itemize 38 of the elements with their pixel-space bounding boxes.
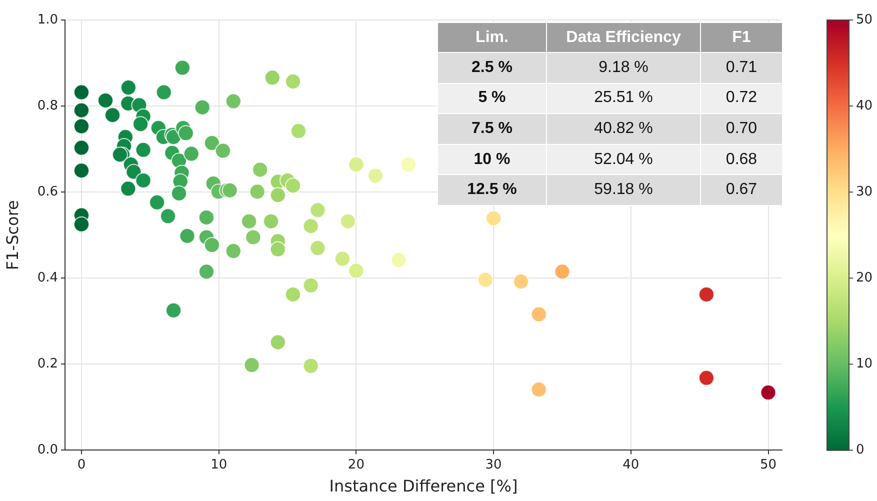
color-bar-label: 10 xyxy=(856,356,873,372)
x-tick-label: 20 xyxy=(348,457,364,472)
annotation: 10 % xyxy=(438,144,546,175)
annotation: 5 % xyxy=(438,83,546,114)
color-bar-label: 50 xyxy=(856,12,873,28)
color-bar-label: 30 xyxy=(856,184,873,200)
y-tick-label: 1.0 xyxy=(37,12,58,28)
annotation: 0.68 xyxy=(700,144,782,175)
y-tick-label: 0.6 xyxy=(37,184,58,200)
annotation: 0.71 xyxy=(700,52,782,84)
color-bar-label: 0 xyxy=(856,442,864,458)
x-tick-label: 10 xyxy=(210,457,228,472)
x-tick-label: 40 xyxy=(622,457,640,472)
annotation: 7.5 % xyxy=(438,114,546,144)
x-tick-label: 50 xyxy=(760,457,777,472)
annotation: 0.67 xyxy=(700,174,782,206)
y-tick-label: 0.8 xyxy=(37,98,58,114)
color-bar-label: 40 xyxy=(856,98,873,114)
annotation: 9.18 % xyxy=(546,52,700,84)
x-tick-label: 0 xyxy=(77,457,86,472)
annotation: 12.5 % xyxy=(438,174,546,206)
x-tick-label: 30 xyxy=(485,457,502,472)
annotation: 0.72 xyxy=(700,83,782,114)
annotation: 52.04 % xyxy=(546,144,700,175)
y-tick-label: 0.4 xyxy=(37,270,58,286)
x-axis-title: Instance Difference [%] xyxy=(329,476,518,496)
annotation: 59.18 % xyxy=(546,174,700,206)
annotation: 2.5 % xyxy=(438,52,546,84)
y-tick-label: 0.2 xyxy=(37,356,58,372)
color-bar-label: 20 xyxy=(856,270,873,286)
annotation: 0.70 xyxy=(700,114,782,144)
y-axis-title: F1-Score xyxy=(2,200,22,270)
y-tick-label: 0.0 xyxy=(37,442,58,458)
annotation: Data Efficiency xyxy=(546,22,700,52)
annotation: 25.51 % xyxy=(546,83,700,114)
annotation: F1 xyxy=(700,22,782,52)
annotation: 40.82 % xyxy=(546,114,700,144)
annotation: Lim. xyxy=(438,22,546,52)
